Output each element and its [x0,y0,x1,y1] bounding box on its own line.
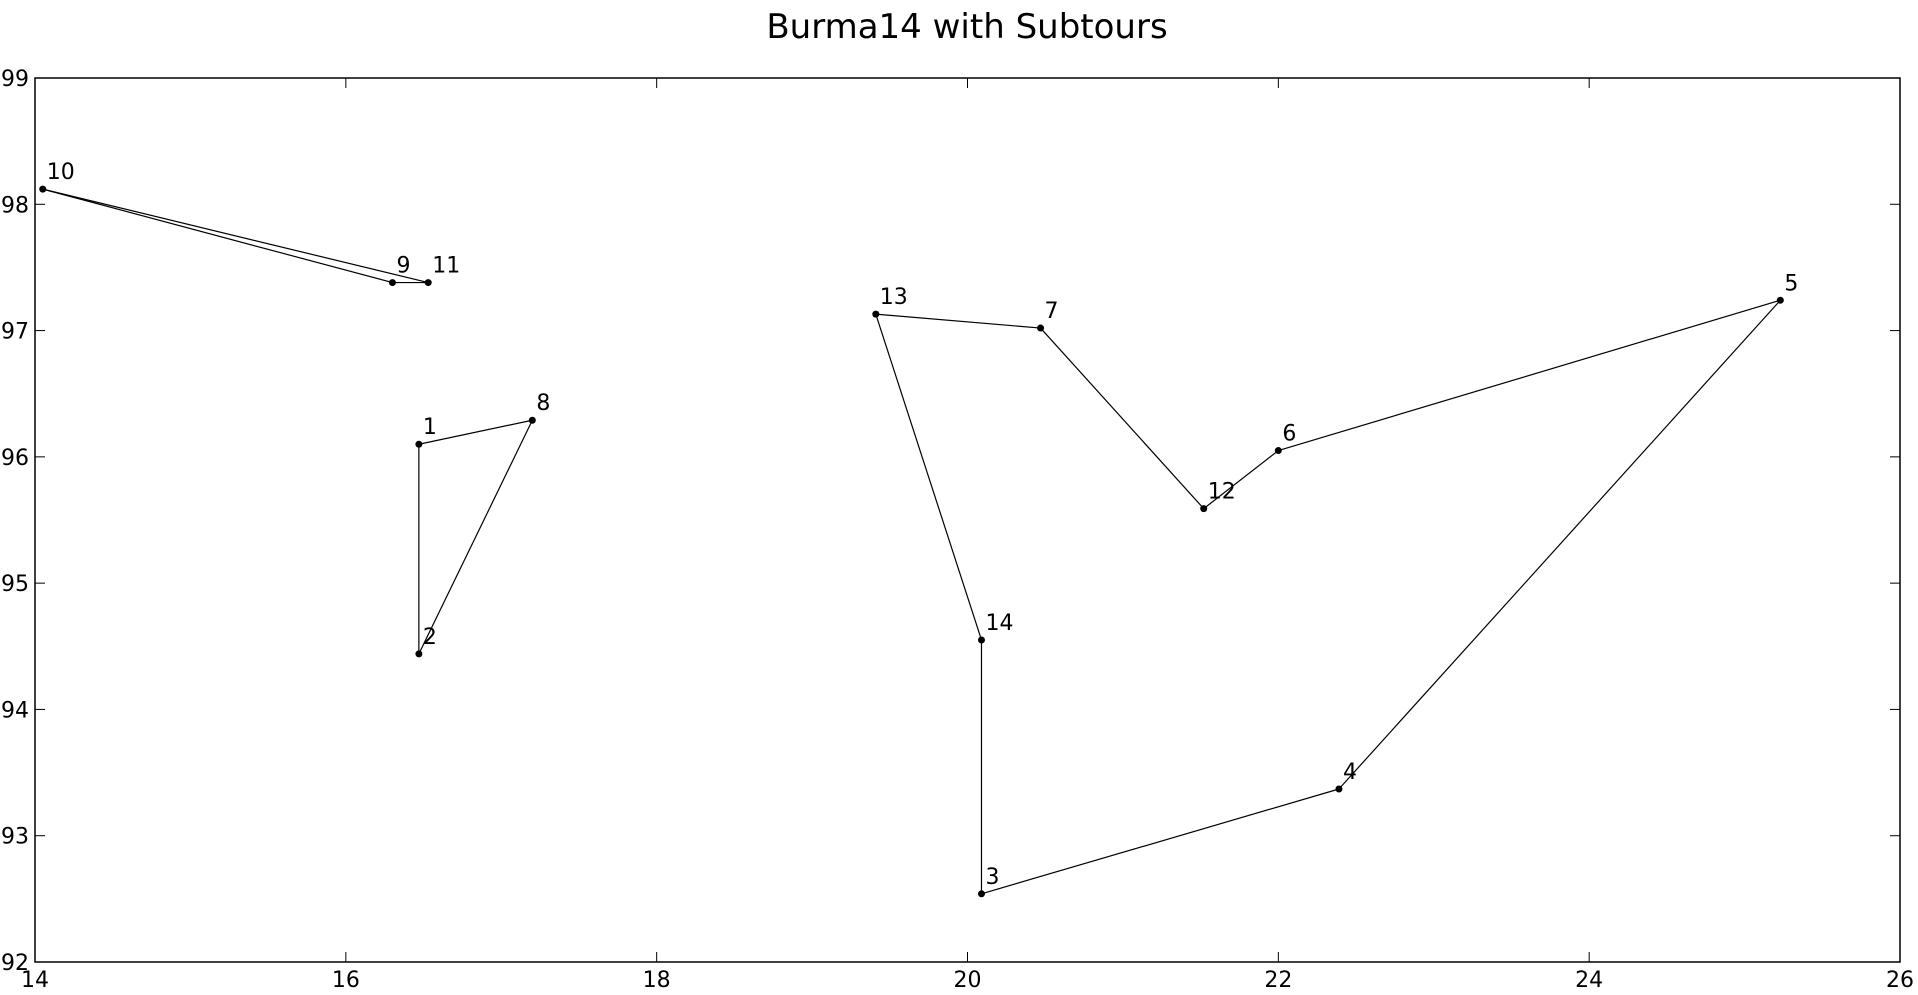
edge-12-6 [1203,450,1279,510]
city-marker-13 [872,310,880,318]
city-label-3: 3 [985,865,999,890]
city-marker-4 [1335,785,1343,793]
city-label-14: 14 [985,611,1013,636]
city-marker-1 [415,440,423,448]
x-tick-label: 20 [954,968,982,993]
city-marker-3 [977,890,985,898]
city-label-2: 2 [423,625,437,650]
edge-6-5 [1278,299,1781,452]
y-tick-label: 95 [1,572,29,597]
edge-5-4 [1338,299,1781,790]
city-marker-9 [388,279,396,287]
city-label-13: 13 [880,285,908,310]
subtour-edges [42,188,1781,895]
plot-frame [34,77,1901,963]
y-tick-label: 99 [1,67,29,92]
city-label-12: 12 [1208,480,1236,505]
city-marker-6 [1274,447,1282,455]
y-tick-label: 98 [1,193,29,218]
x-tick-label: 22 [1264,968,1292,993]
y-tick-label: 92 [1,951,29,976]
city-label-7: 7 [1045,299,1059,324]
edge-8-2 [418,419,533,655]
city-label-9: 9 [396,254,410,279]
edge-4-3 [981,788,1340,895]
city-marker-8 [528,416,536,424]
city-marker-7 [1037,324,1045,332]
city-marker-11 [424,279,432,287]
city-marker-12 [1200,505,1208,513]
city-label-8: 8 [536,391,550,416]
y-tick-label: 97 [1,320,29,345]
city-label-1: 1 [423,415,437,440]
city-label-10: 10 [47,160,75,185]
x-tick-label: 18 [643,968,671,993]
x-tick-label: 16 [332,968,360,993]
chart-title: Burma14 with Subtours [766,7,1167,47]
y-tick-label: 93 [1,825,29,850]
edge-7-12 [1040,327,1205,510]
x-tick-label: 14 [21,968,49,993]
city-marker-14 [977,636,985,644]
x-tick-label: 26 [1886,968,1914,993]
edge-10-11 [42,188,429,284]
city-label-4: 4 [1343,760,1357,785]
city-markers [39,185,1784,898]
y-tick-label: 94 [1,698,29,723]
city-marker-10 [39,185,47,193]
city-marker-5 [1776,296,1784,304]
city-label-5: 5 [1784,271,1798,296]
y-tick-label: 96 [1,446,29,471]
city-marker-2 [415,650,423,658]
edge-9-10 [42,188,393,284]
edge-1-8 [418,419,533,445]
edge-13-7 [875,313,1041,329]
city-label-11: 11 [432,254,460,279]
edge-14-13 [875,313,983,641]
x-tick-label: 24 [1575,968,1603,993]
city-label-6: 6 [1282,422,1296,447]
